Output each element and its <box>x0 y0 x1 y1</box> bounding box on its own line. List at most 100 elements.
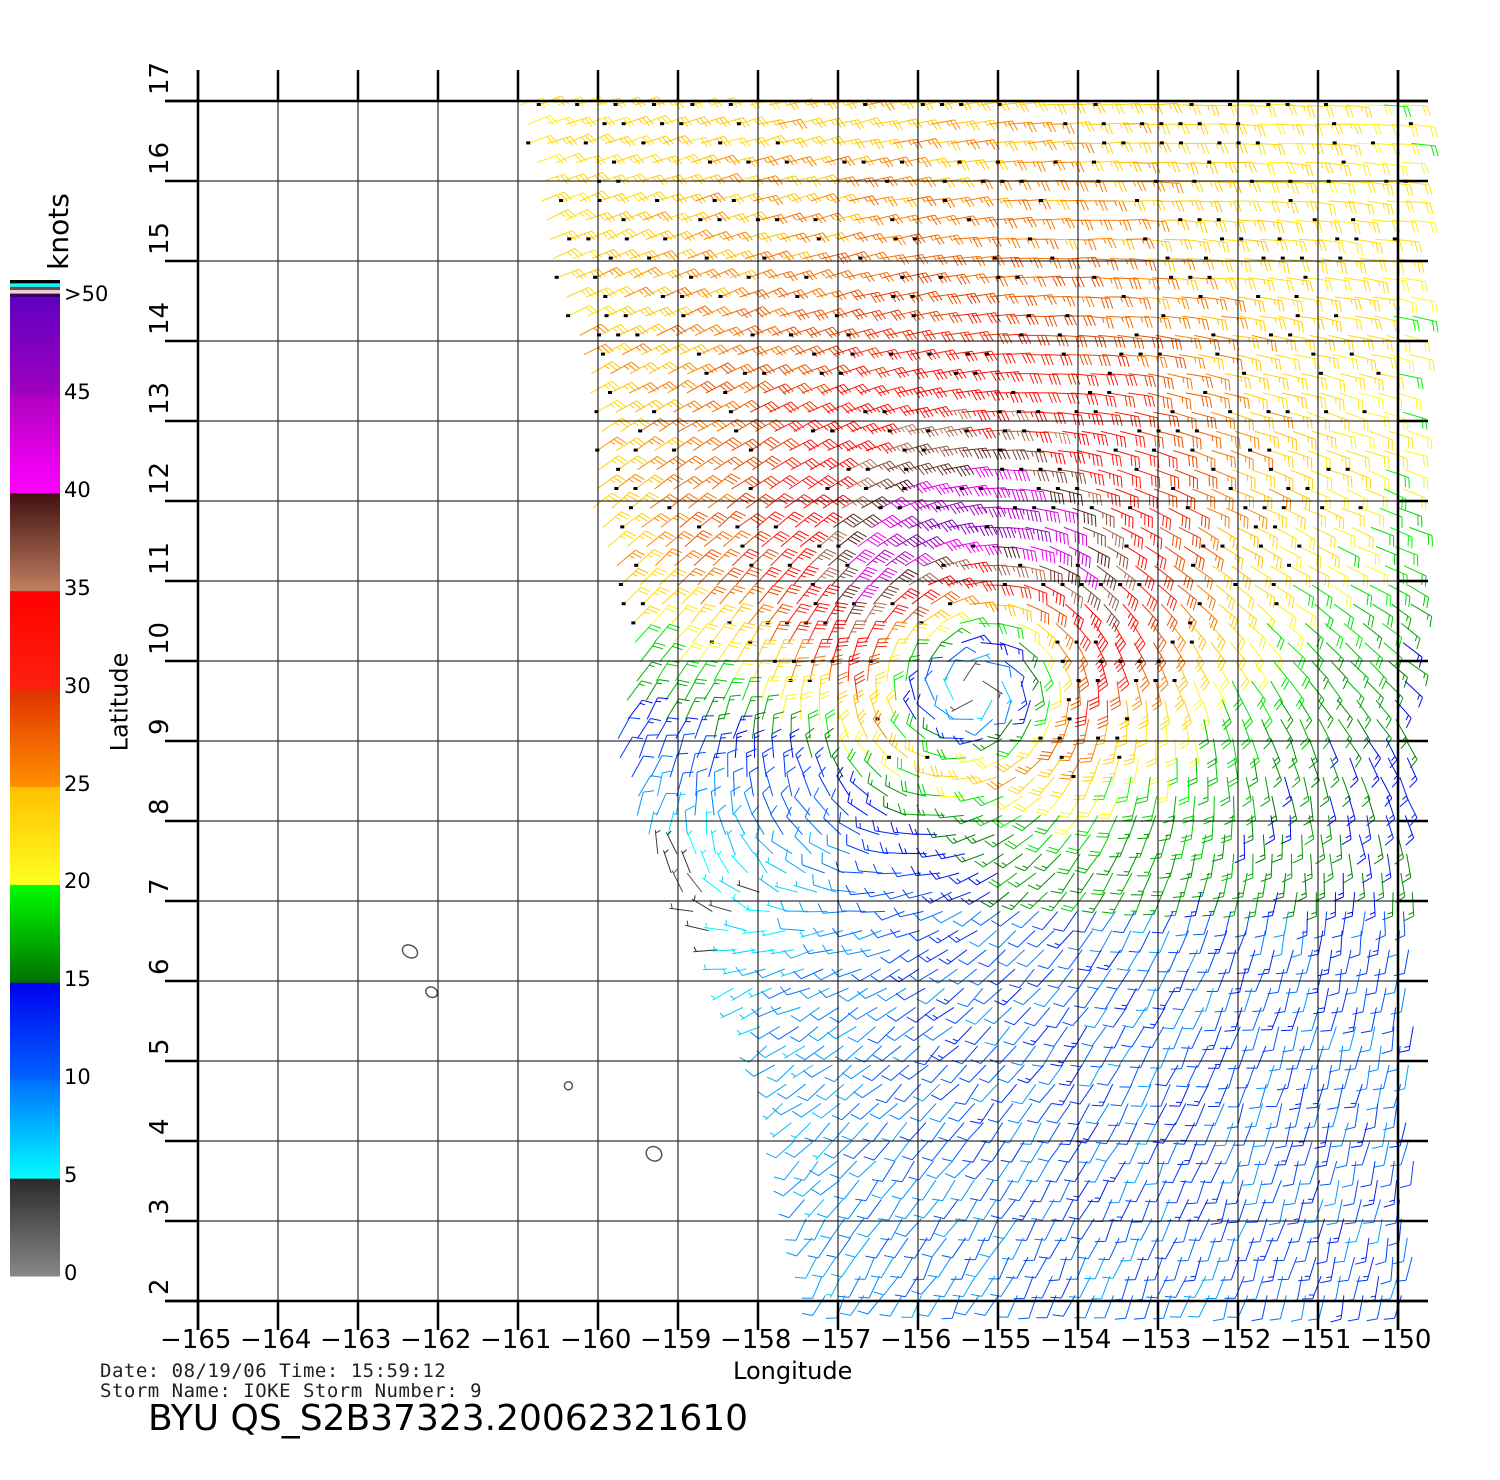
wind-barb <box>876 533 907 548</box>
wind-barb <box>1188 738 1200 769</box>
wind-barb <box>1274 1141 1294 1166</box>
wind-barb <box>1403 488 1427 509</box>
wind-barb <box>638 734 659 758</box>
rain-flag-marker <box>830 429 835 433</box>
wind-barb <box>793 565 820 586</box>
wind-barb <box>640 642 666 663</box>
wind-barb <box>1225 1180 1244 1205</box>
wind-barb <box>700 135 732 147</box>
rain-flag-marker <box>1074 640 1079 644</box>
wind-barb <box>591 248 622 260</box>
wind-barb <box>959 273 990 284</box>
wind-barb <box>676 771 694 797</box>
wind-barb <box>1256 603 1276 631</box>
wind-barb <box>854 670 866 701</box>
rain-flag-marker <box>616 333 621 337</box>
wind-barb <box>947 577 978 589</box>
rain-flag-marker <box>1135 199 1140 202</box>
rain-flag-marker <box>1019 467 1024 471</box>
wind-barb <box>1067 1103 1091 1125</box>
wind-barb <box>808 438 839 452</box>
rain-flag-marker <box>1156 429 1161 433</box>
wind-barb <box>602 511 632 528</box>
wind-barb <box>959 159 990 170</box>
rain-flag-marker <box>1102 141 1107 145</box>
wind-barb <box>923 1026 953 1041</box>
wind-barb <box>1249 930 1266 957</box>
wind-barb <box>1191 411 1217 430</box>
wind-barb <box>1198 354 1225 370</box>
wind-barb <box>1068 546 1091 569</box>
wind-barb <box>671 868 684 893</box>
grid-lines <box>165 70 1428 1330</box>
rain-flag-marker <box>997 410 1002 414</box>
wind-barb <box>985 584 1014 596</box>
rain-flag-marker <box>812 352 817 356</box>
rain-flag-marker <box>1280 256 1285 260</box>
wind-barb <box>1347 181 1376 194</box>
wind-barb <box>1158 430 1184 449</box>
wind-barb <box>906 1007 936 1023</box>
wind-barb <box>855 816 880 836</box>
y-tick-label: 4 <box>145 1118 175 1135</box>
wind-barb <box>1040 199 1070 211</box>
wind-barb <box>1033 257 1062 269</box>
wind-barb <box>585 133 616 144</box>
wind-barb <box>1350 1122 1368 1148</box>
wind-barb <box>1344 1045 1363 1071</box>
rain-flag-marker <box>1358 506 1363 510</box>
wind-barb <box>1248 757 1259 788</box>
rain-flag-marker <box>718 141 723 145</box>
wind-barb <box>1059 469 1087 485</box>
wind-barb <box>1087 546 1110 569</box>
wind-barb <box>1355 949 1371 977</box>
wind-barb <box>884 621 908 643</box>
wind-barb <box>1302 853 1313 883</box>
wind-barb <box>949 215 980 226</box>
wind-barb <box>1031 1275 1053 1299</box>
wind-barb <box>1142 296 1171 311</box>
wind-barb <box>941 1295 961 1320</box>
wind-barb <box>662 286 693 298</box>
wind-barb <box>1224 392 1250 410</box>
rain-flag-marker <box>731 199 736 202</box>
wind-barb <box>894 309 925 322</box>
wind-barb <box>788 401 819 413</box>
wind-barb <box>1055 276 1085 288</box>
wind-barb <box>1013 392 1042 403</box>
wind-barb <box>822 494 853 509</box>
wind-barb <box>1184 892 1202 918</box>
wind-barb <box>683 305 714 317</box>
wind-barb <box>1251 181 1280 194</box>
rain-flag-marker <box>1295 314 1300 318</box>
wind-barb <box>681 849 691 874</box>
wind-barb <box>1090 258 1119 271</box>
rain-flag-marker <box>728 103 733 106</box>
wind-barb <box>957 949 987 966</box>
wind-barb <box>1084 219 1113 231</box>
wind-barb <box>1341 507 1365 528</box>
wind-barb <box>665 830 678 855</box>
wind-barb <box>867 772 889 797</box>
wind-barb <box>1007 121 1037 133</box>
wind-barb <box>1172 642 1186 673</box>
wind-barb <box>934 694 955 720</box>
rain-flag-marker <box>943 199 948 202</box>
wind-barb <box>1305 162 1334 174</box>
wind-barb <box>776 1083 806 1100</box>
wind-barb <box>807 620 830 643</box>
wind-barb <box>1077 661 1090 692</box>
wind-barb <box>1181 1026 1203 1049</box>
rain-flag-marker <box>1066 698 1071 702</box>
wind-barb <box>1341 892 1356 920</box>
rain-flag-marker <box>842 160 847 164</box>
wind-barb <box>711 473 741 490</box>
wind-barb <box>1039 565 1063 586</box>
wind-barb <box>1161 123 1190 135</box>
wind-barb <box>614 268 645 279</box>
wind-barb <box>884 1237 909 1259</box>
wind-barb <box>905 462 937 476</box>
wind-barb <box>690 603 716 624</box>
x-tick-label: −165 <box>160 1325 232 1355</box>
wind-barb <box>848 328 879 340</box>
